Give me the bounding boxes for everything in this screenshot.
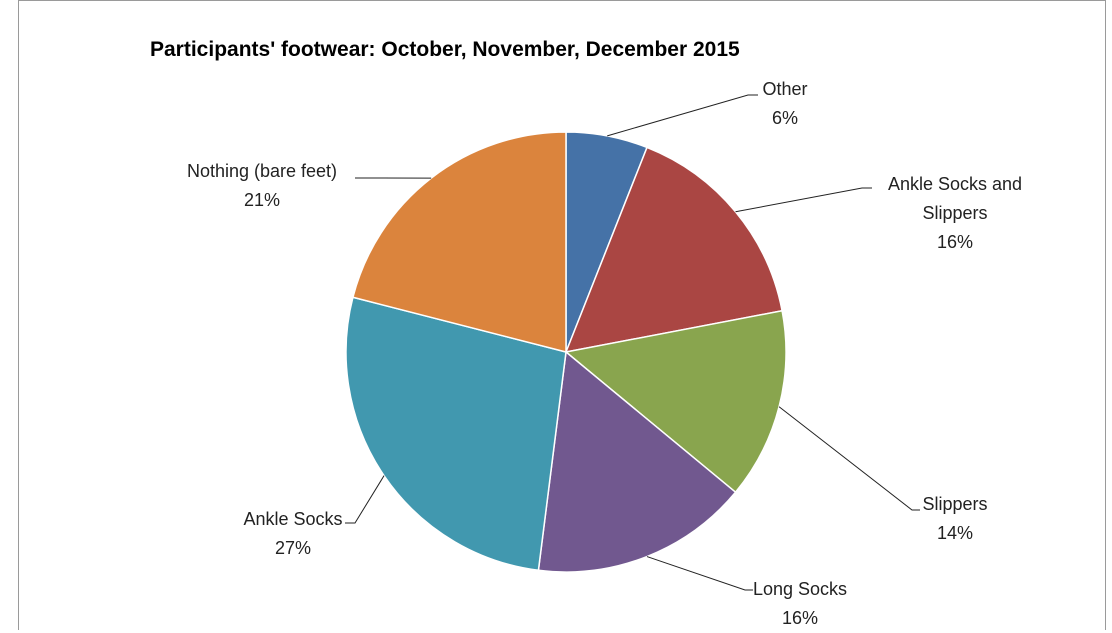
chart-title: Participants' footwear: October, Novembe…	[150, 38, 740, 62]
category-label: Long Socks	[730, 575, 870, 604]
category-label: Ankle Socks and Slippers	[860, 170, 1050, 228]
category-label: Nothing (bare feet)	[152, 157, 372, 186]
value-label: 6%	[725, 104, 845, 133]
value-label: 27%	[213, 534, 373, 563]
leader-line	[736, 188, 872, 212]
value-label: 16%	[860, 228, 1050, 257]
category-label: Other	[725, 75, 845, 104]
value-label: 16%	[730, 604, 870, 633]
category-label: Ankle Socks	[213, 505, 373, 534]
value-label: 21%	[152, 186, 372, 215]
data-label: Nothing (bare feet)21%	[152, 157, 372, 215]
category-label: Slippers	[895, 490, 1015, 519]
value-label: 14%	[895, 519, 1015, 548]
